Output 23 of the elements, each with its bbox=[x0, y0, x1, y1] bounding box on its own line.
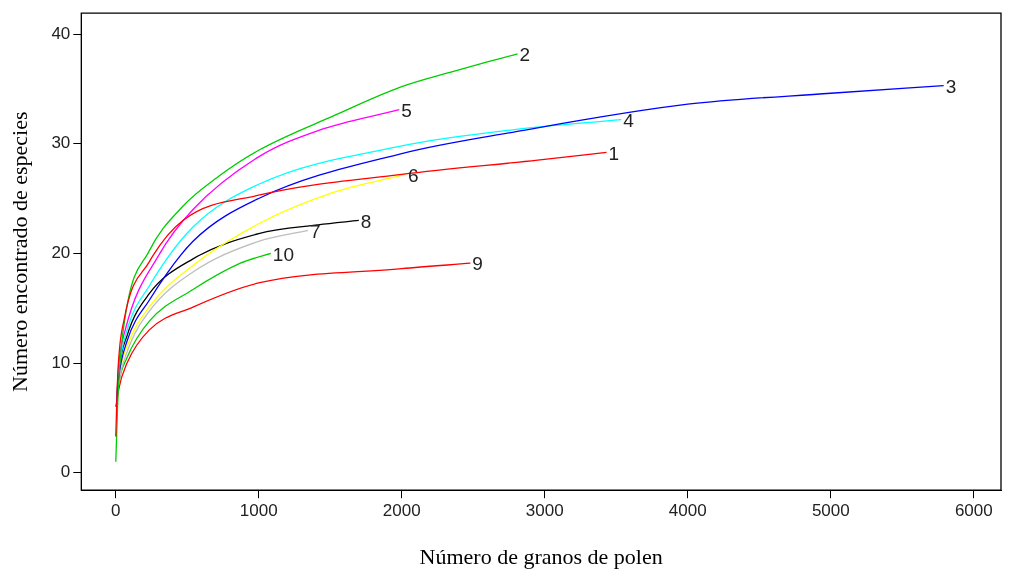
x-tick-label: 3000 bbox=[525, 501, 564, 521]
series-label: 2 bbox=[519, 44, 531, 66]
x-tick-label: 1000 bbox=[239, 501, 278, 521]
series-label: 1 bbox=[608, 142, 620, 164]
series-label: 4 bbox=[623, 109, 635, 131]
x-axis-title: Número de granos de polen bbox=[419, 543, 663, 569]
y-tick-label: 30 bbox=[51, 133, 71, 153]
x-tick-label: 0 bbox=[110, 501, 121, 521]
x-tick-label: 5000 bbox=[811, 501, 850, 521]
series-label: 3 bbox=[945, 75, 957, 97]
x-tick-label: 4000 bbox=[668, 501, 707, 521]
series-label: 9 bbox=[472, 253, 483, 275]
x-tick-label: 2000 bbox=[382, 501, 421, 521]
y-tick-label: 10 bbox=[51, 352, 71, 372]
series-label: 8 bbox=[360, 210, 372, 232]
y-tick-label: 40 bbox=[51, 23, 71, 43]
series-label: 7 bbox=[310, 220, 321, 242]
y-tick-label: 0 bbox=[60, 462, 71, 482]
x-tick-label: 6000 bbox=[954, 501, 993, 521]
y-tick-label: 20 bbox=[51, 243, 71, 263]
series-label: 10 bbox=[272, 243, 294, 265]
series-label: 5 bbox=[401, 99, 412, 121]
y-axis-title: Número encontrado de especies bbox=[6, 111, 32, 392]
